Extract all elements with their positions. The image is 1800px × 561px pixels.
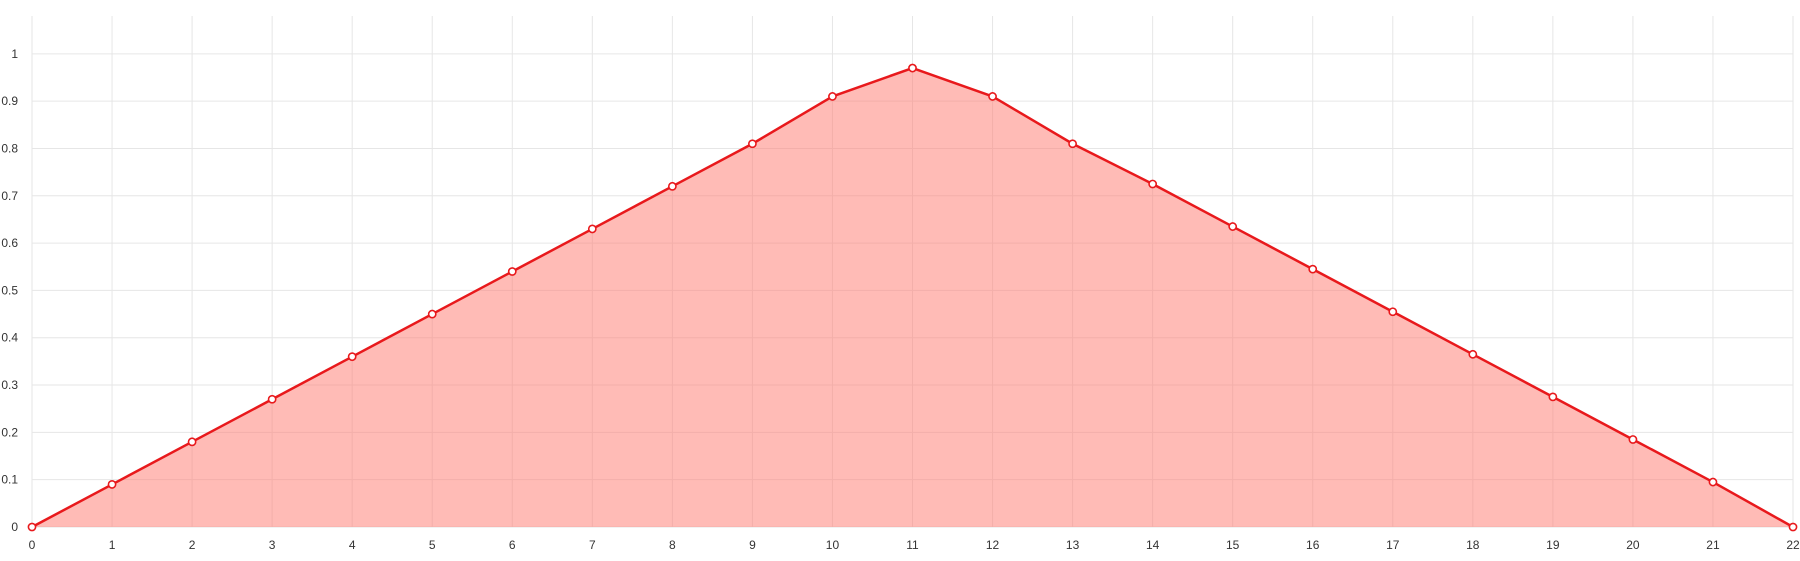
y-tick-label: 0.8 (1, 141, 18, 155)
x-tick-label: 11 (906, 538, 919, 552)
data-point[interactable] (748, 139, 757, 149)
x-tick-label: 20 (1626, 538, 1640, 552)
x-tick-label: 4 (349, 538, 356, 552)
x-tick-label: 18 (1466, 538, 1480, 552)
data-point[interactable] (1708, 477, 1718, 487)
x-tick-label: 14 (1146, 538, 1160, 552)
point-layer (27, 63, 1798, 532)
y-tick-label: 0.1 (1, 473, 18, 487)
data-point[interactable] (107, 480, 117, 489)
data-point[interactable] (187, 437, 197, 447)
x-tick-label: 0 (29, 538, 36, 552)
x-tick-label: 21 (1706, 538, 1720, 552)
y-tick-label: 0.6 (1, 236, 18, 250)
x-tick-label: 10 (826, 538, 840, 552)
x-tick-label: 12 (986, 538, 1000, 552)
data-point[interactable] (1068, 139, 1077, 149)
data-point[interactable] (427, 309, 437, 319)
x-tick-label: 9 (749, 538, 756, 552)
data-point[interactable] (988, 92, 997, 101)
x-tick-label: 5 (429, 538, 436, 552)
data-point[interactable] (908, 63, 917, 73)
x-tick-label: 2 (189, 538, 196, 552)
y-tick-label: 0.9 (1, 94, 18, 108)
y-axis-ticks: 0 0.1 0.2 0.3 0.4 0.5 0.6 0.7 0.8 0.9 1 (1, 47, 18, 534)
y-tick-label: 1 (11, 47, 18, 61)
y-tick-label: 0 (11, 520, 18, 534)
x-axis-ticks: 0 1 2 3 4 5 6 7 8 9 10 11 12 13 14 15 16 17 18 19 20 21 22 (29, 538, 1800, 552)
y-tick-label: 0.3 (1, 378, 18, 392)
series-area (32, 68, 1793, 528)
data-point[interactable] (1468, 349, 1478, 359)
x-tick-label: 19 (1546, 538, 1560, 552)
x-tick-label: 7 (589, 538, 596, 552)
data-point[interactable] (587, 224, 597, 234)
data-point[interactable] (267, 394, 277, 404)
data-point[interactable] (1388, 307, 1398, 317)
x-tick-label: 17 (1386, 538, 1400, 552)
data-point[interactable] (1228, 222, 1238, 231)
data-point[interactable] (347, 352, 357, 362)
data-point[interactable] (1308, 264, 1318, 274)
data-point[interactable] (1788, 522, 1798, 532)
data-point[interactable] (507, 267, 517, 276)
x-tick-label: 15 (1226, 538, 1240, 552)
y-tick-label: 0.5 (1, 283, 18, 297)
data-point[interactable] (1548, 392, 1558, 402)
data-point[interactable] (828, 92, 837, 101)
data-point[interactable] (27, 522, 37, 532)
y-tick-label: 0.7 (1, 189, 18, 203)
x-tick-label: 13 (1066, 538, 1080, 552)
x-tick-label: 22 (1786, 538, 1800, 552)
x-tick-label: 3 (269, 538, 276, 552)
x-tick-label: 6 (509, 538, 516, 552)
data-point[interactable] (1628, 435, 1638, 444)
x-tick-label: 16 (1306, 538, 1320, 552)
data-point[interactable] (667, 181, 677, 191)
x-tick-label: 8 (669, 538, 676, 552)
data-point[interactable] (1148, 179, 1158, 189)
x-tick-label: 1 (109, 538, 116, 552)
y-tick-label: 0.4 (1, 331, 18, 345)
y-tick-label: 0.2 (1, 425, 18, 439)
area-layer (32, 68, 1793, 528)
